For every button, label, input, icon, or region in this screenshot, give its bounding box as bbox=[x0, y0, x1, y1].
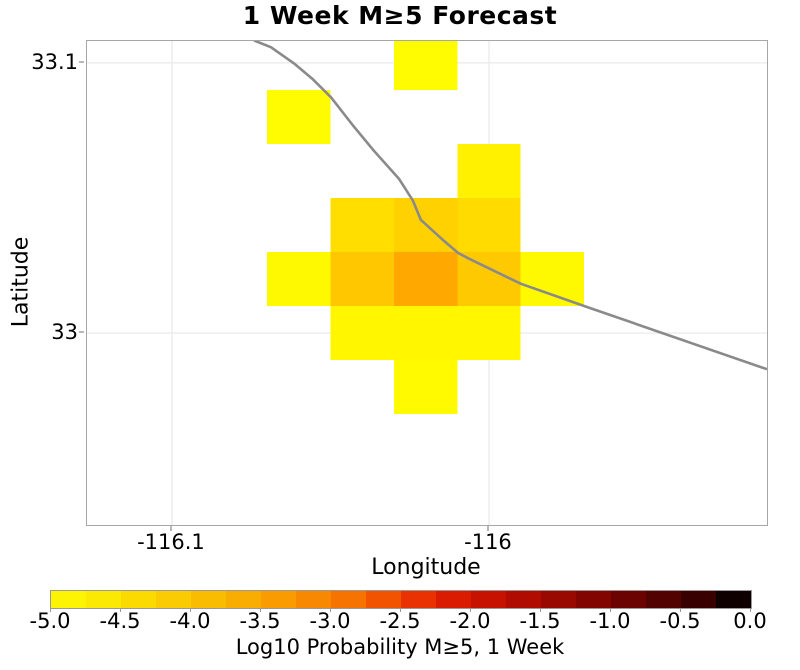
colorbar-tick-label: -3.5 bbox=[239, 609, 281, 633]
colorbar-segment bbox=[576, 591, 611, 608]
colorbar-tick-mark bbox=[750, 608, 751, 612]
colorbar-segment bbox=[506, 591, 541, 608]
colorbar-tick-label: -3.0 bbox=[309, 609, 351, 633]
colorbar-segment bbox=[541, 591, 576, 608]
x-tick-mark bbox=[487, 526, 489, 531]
colorbar-segment bbox=[86, 591, 121, 608]
colorbar-tick-mark bbox=[190, 608, 191, 612]
colorbar-segment bbox=[436, 591, 471, 608]
forecast-cell bbox=[393, 359, 458, 414]
colorbar-segment bbox=[366, 591, 401, 608]
colorbar-tick-mark bbox=[470, 608, 471, 612]
colorbar bbox=[50, 590, 752, 609]
heatmap-plot bbox=[87, 41, 767, 525]
colorbar-segment bbox=[261, 591, 296, 608]
x-tick-label: -116 bbox=[464, 530, 512, 554]
colorbar-tick-label: 0.0 bbox=[733, 609, 767, 633]
forecast-cell bbox=[457, 305, 521, 360]
forecast-cell bbox=[330, 305, 394, 360]
colorbar-tick-label: -2.5 bbox=[379, 609, 421, 633]
colorbar-tick-label: -4.5 bbox=[99, 609, 141, 633]
x-tick-label: -116.1 bbox=[137, 530, 205, 554]
x-axis-label: Longitude bbox=[371, 555, 481, 580]
forecast-cell bbox=[520, 251, 585, 306]
colorbar-segment bbox=[121, 591, 156, 608]
colorbar-label: Log10 Probability M≥5, 1 Week bbox=[235, 635, 565, 659]
colorbar-tick-label: -1.0 bbox=[589, 609, 631, 633]
forecast-cell bbox=[330, 251, 394, 306]
colorbar-segment bbox=[646, 591, 681, 608]
forecast-cell bbox=[330, 197, 394, 252]
forecast-cell bbox=[267, 251, 331, 306]
forecast-cell bbox=[267, 89, 331, 144]
colorbar-segment bbox=[716, 591, 751, 608]
y-tick-mark bbox=[79, 331, 84, 333]
forecast-cell bbox=[393, 41, 458, 90]
colorbar-segment bbox=[156, 591, 191, 608]
chart-title: 1 Week M≥5 Forecast bbox=[242, 1, 558, 30]
y-tick-mark bbox=[79, 61, 84, 63]
colorbar-segment bbox=[611, 591, 646, 608]
colorbar-tick-mark bbox=[120, 608, 121, 612]
forecast-cell bbox=[393, 251, 458, 306]
colorbar-tick-mark bbox=[540, 608, 541, 612]
colorbar-segment bbox=[331, 591, 366, 608]
colorbar-segment bbox=[471, 591, 506, 608]
colorbar-tick-label: -1.5 bbox=[519, 609, 561, 633]
forecast-cell bbox=[457, 143, 521, 198]
colorbar-segment bbox=[191, 591, 226, 608]
x-tick-mark bbox=[170, 526, 172, 531]
colorbar-tick-mark bbox=[610, 608, 611, 612]
y-axis-label: Latitude bbox=[8, 236, 34, 328]
y-tick-label: 33 bbox=[51, 319, 78, 344]
colorbar-segment bbox=[681, 591, 716, 608]
colorbar-tick-label: -4.0 bbox=[169, 609, 211, 633]
colorbar-tick-label: -2.0 bbox=[449, 609, 491, 633]
colorbar-segment bbox=[51, 591, 86, 608]
forecast-cell bbox=[457, 197, 521, 252]
colorbar-segment bbox=[401, 591, 436, 608]
colorbar-segment bbox=[296, 591, 331, 608]
y-tick-label: 33.1 bbox=[31, 49, 78, 74]
colorbar-tick-label: -0.5 bbox=[659, 609, 701, 633]
plot-area bbox=[86, 40, 768, 526]
forecast-cell bbox=[393, 305, 458, 360]
colorbar-tick-mark bbox=[50, 608, 51, 612]
colorbar-tick-mark bbox=[680, 608, 681, 612]
colorbar-tick-label: -5.0 bbox=[29, 609, 71, 633]
colorbar-tick-mark bbox=[400, 608, 401, 612]
colorbar-tick-mark bbox=[260, 608, 261, 612]
fault-trace-line bbox=[253, 41, 767, 371]
colorbar-tick-mark bbox=[330, 608, 331, 612]
colorbar-segment bbox=[226, 591, 261, 608]
